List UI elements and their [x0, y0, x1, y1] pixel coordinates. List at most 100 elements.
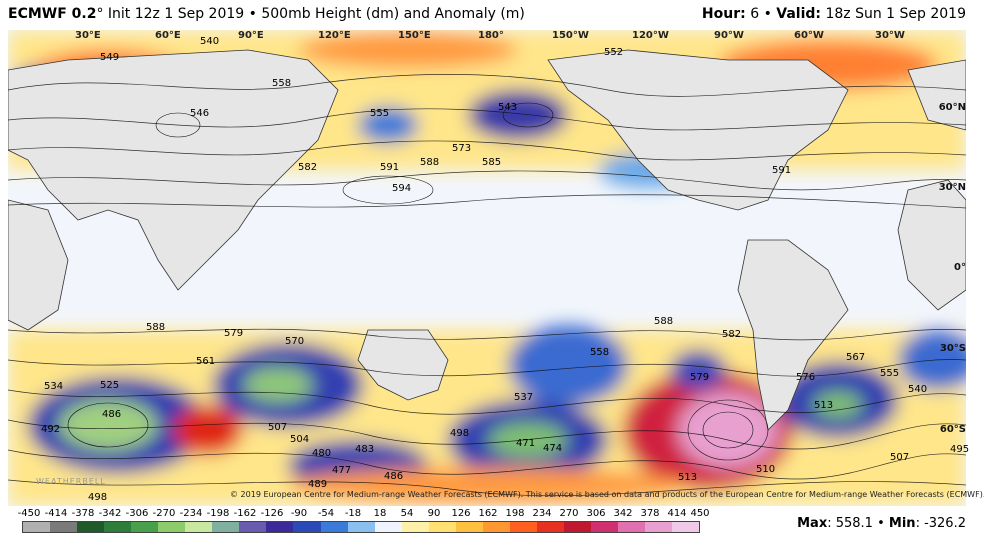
colorbar-swatch — [293, 522, 321, 532]
colorbar-swatch — [158, 522, 186, 532]
colorbar-swatch — [212, 522, 240, 532]
contour-label: 498 — [88, 492, 108, 503]
colorbar-tick: 162 — [478, 508, 498, 519]
lon-label-60w: 60°W — [794, 30, 824, 41]
contour-label: 549 — [100, 52, 120, 63]
contour-label: 513 — [814, 400, 834, 411]
colorbar-tick: -234 — [179, 508, 203, 519]
colorbar-swatch — [185, 522, 213, 532]
lat-label-60s: 60°S — [939, 424, 966, 435]
contour-label: 474 — [543, 443, 563, 454]
lon-label-90w: 90°W — [714, 30, 744, 41]
lon-label-180: 180° — [478, 30, 504, 41]
contour-label: 558 — [590, 347, 610, 358]
bullet-sep: • — [248, 6, 257, 22]
lon-label-150w: 150°W — [552, 30, 589, 41]
lon-label-150e: 150°E — [398, 30, 431, 41]
model-name: ECMWF 0.2 — [8, 6, 97, 22]
valid-value: 18z Sun 1 Sep 2019 — [825, 6, 966, 22]
contour-label: 534 — [44, 381, 64, 392]
contour-label: 582 — [722, 329, 742, 340]
contour-label: 561 — [196, 356, 216, 367]
degree-mark: ° — [96, 6, 104, 22]
field-name: 500mb Height (dm) and Anomaly (m) — [261, 6, 525, 22]
contour-label: 492 — [41, 424, 61, 435]
colorbar — [22, 521, 700, 533]
colorbar-swatch — [645, 522, 673, 532]
colorbar-tick: 450 — [690, 508, 710, 519]
contour-label: 477 — [332, 465, 352, 476]
colorbar-tick: 414 — [667, 508, 687, 519]
colorbar-swatch — [563, 522, 591, 532]
contour-label: 504 — [290, 434, 310, 445]
contour-label: 591 — [380, 162, 400, 173]
colorbar-tick: -378 — [71, 508, 95, 519]
lon-label-90e: 90°E — [238, 30, 264, 41]
colorbar-tick: 198 — [505, 508, 525, 519]
colorbar-swatch — [482, 522, 510, 532]
colorbar-swatch — [672, 522, 700, 532]
contour-label: 579 — [224, 328, 244, 339]
colorbar-tick: -306 — [125, 508, 149, 519]
colorbar-swatch — [347, 522, 375, 532]
contour-label: 588 — [420, 157, 440, 168]
contour-label: 567 — [846, 352, 866, 363]
colorbar-swatch — [428, 522, 456, 532]
colorbar-tick: -450 — [17, 508, 41, 519]
contour-label: 480 — [312, 448, 332, 459]
lon-label-120w: 120°W — [632, 30, 669, 41]
contour-label: 570 — [285, 336, 305, 347]
contour-label: 588 — [654, 316, 674, 327]
colorbar-swatch — [239, 522, 267, 532]
colorbar-tick: -270 — [152, 508, 176, 519]
colorbar-tick: 54 — [400, 508, 414, 519]
init-time: Init 12z 1 Sep 2019 — [107, 6, 245, 22]
max-label: Max — [797, 516, 828, 531]
contour-label: 483 — [355, 444, 375, 455]
contour-label: 489 — [308, 479, 328, 490]
colorbar-swatch — [509, 522, 537, 532]
colorbar-tick: -198 — [206, 508, 230, 519]
contour-label: 573 — [452, 143, 472, 154]
colorbar-tick: -162 — [233, 508, 257, 519]
contour-label: 591 — [772, 165, 792, 176]
header-bar: ECMWF 0.2° Init 12z 1 Sep 2019 • 500mb H… — [0, 0, 984, 30]
contour-label: 582 — [298, 162, 318, 173]
header-valid: Hour: 6 • Valid: 18z Sun 1 Sep 2019 — [702, 6, 966, 22]
contour-label: 513 — [678, 472, 698, 483]
min-label: Min — [888, 516, 916, 531]
colorbar-swatch — [455, 522, 483, 532]
colorbar-swatch — [590, 522, 619, 532]
colorbar-tick: -18 — [344, 508, 362, 519]
ecmwf-credit: © 2019 European Centre for Medium-range … — [230, 490, 984, 499]
bullet-sep-3: • — [877, 516, 885, 531]
colorbar-tick: 126 — [451, 508, 471, 519]
lat-label-60n: 60°N — [938, 102, 966, 113]
colorbar-tick: 378 — [640, 508, 660, 519]
lon-label-30e: 30°E — [75, 30, 101, 41]
colorbar-tick: 342 — [613, 508, 633, 519]
contour-label: 507 — [268, 422, 288, 433]
contour-label: 576 — [796, 372, 816, 383]
contour-label: 588 — [146, 322, 166, 333]
colorbar-swatch — [23, 522, 51, 532]
colorbar-swatch — [401, 522, 429, 532]
colorbar-tick: -414 — [44, 508, 68, 519]
contour-label: 495 — [950, 444, 970, 455]
hour-label: Hour: — [701, 6, 746, 22]
contour-label: 552 — [604, 47, 624, 58]
min-value: -326.2 — [924, 516, 966, 531]
colorbar-tick: 18 — [373, 508, 387, 519]
contour-label: 486 — [384, 471, 404, 482]
colorbar-swatch — [320, 522, 348, 532]
contour-label: 594 — [392, 183, 412, 194]
lat-label-30s: 30°S — [939, 343, 966, 354]
contour-label: 546 — [190, 108, 210, 119]
lon-label-120e: 120°E — [318, 30, 351, 41]
hour-value: 6 — [750, 6, 760, 22]
colorbar-tick: 306 — [586, 508, 606, 519]
contour-label: 579 — [690, 372, 710, 383]
colorbar-tick: 270 — [559, 508, 579, 519]
contour-label: 558 — [272, 78, 292, 89]
contour-label: 507 — [890, 452, 910, 463]
